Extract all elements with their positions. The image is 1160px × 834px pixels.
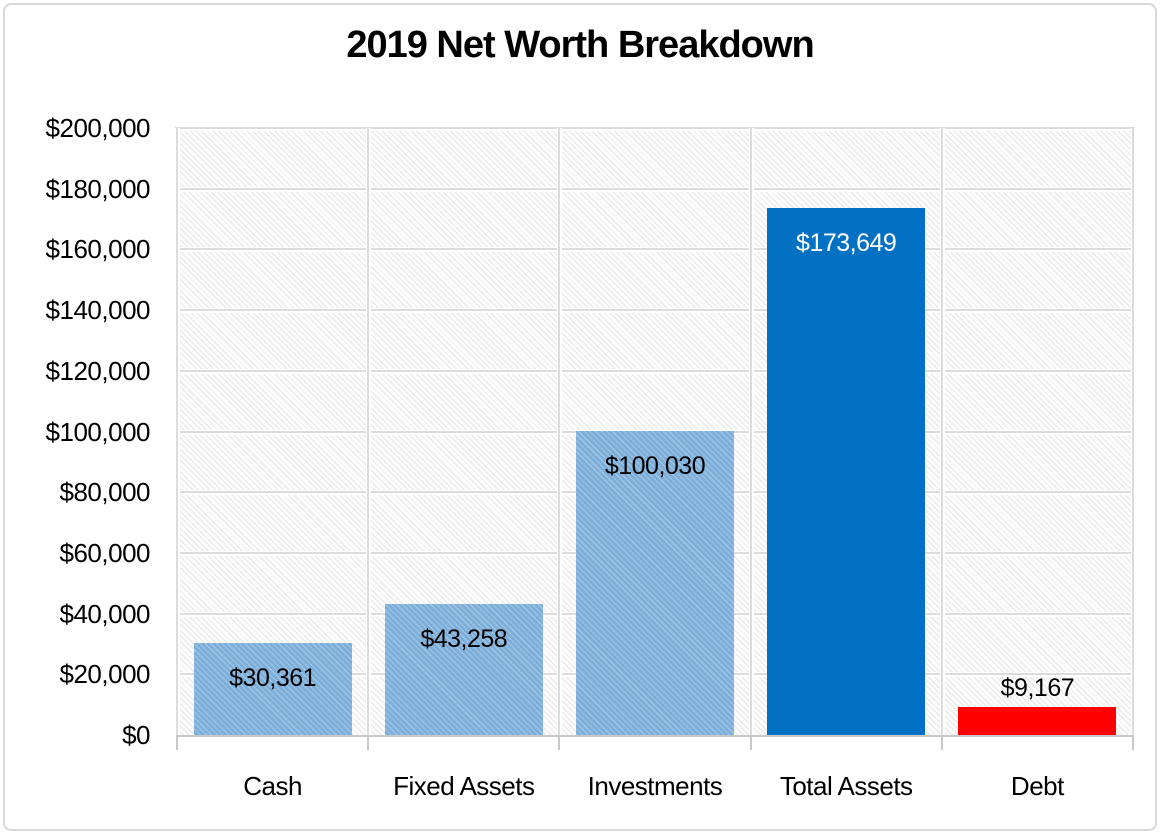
gridline-vertical <box>1131 128 1136 735</box>
bar-value-label-total-assets: $173,649 <box>796 228 897 257</box>
gridline-horizontal <box>175 126 1135 131</box>
x-axis-label-debt: Debt <box>1010 771 1064 801</box>
bar-cash <box>193 642 352 735</box>
bar-investments <box>576 431 734 735</box>
y-axis-tick-label: $200,000 <box>45 113 151 143</box>
gridline-vertical <box>939 128 945 735</box>
x-axis-tickmark <box>749 737 752 750</box>
y-axis-tick-label: $120,000 <box>45 355 151 386</box>
gridline-horizontal <box>175 368 1135 374</box>
gridline-horizontal <box>175 308 1135 314</box>
x-axis-tickmark <box>940 737 943 750</box>
bar-fixed-assets <box>384 603 543 735</box>
y-axis-tick-label: $80,000 <box>59 477 151 508</box>
bar-value-label-investments: $100,030 <box>604 452 706 481</box>
x-axis-label-fixed-assets: Fixed Assets <box>393 771 535 801</box>
x-axis-tickmark <box>176 737 178 750</box>
y-axis-tick-label: $100,000 <box>45 416 151 447</box>
gridline-horizontal <box>175 186 1135 192</box>
x-axis-label-investments: Investments <box>587 771 723 801</box>
x-axis-tickmark <box>367 737 370 750</box>
gridline-horizontal <box>175 247 1135 253</box>
bar-debt <box>958 707 1117 735</box>
gridline-vertical <box>557 128 563 735</box>
y-axis-tick-label: $160,000 <box>45 234 151 265</box>
x-axis-label-cash: Cash <box>243 771 302 801</box>
bar-total-assets <box>767 207 926 735</box>
gridline-vertical <box>175 128 180 735</box>
x-axis-tickmark <box>1132 737 1134 750</box>
plot-area: $30,361 $43,258 $100,030 $173,649 $9,167 <box>175 126 1136 735</box>
chart-title: 2019 Net Worth Breakdown <box>346 24 814 66</box>
y-axis-tick-label: $60,000 <box>59 537 151 568</box>
gridline-vertical <box>366 128 372 735</box>
x-axis-tickmark <box>558 737 561 750</box>
bar-value-label-debt: $9,167 <box>1000 674 1075 703</box>
bar-value-label-cash: $30,361 <box>229 663 317 692</box>
x-axis-line <box>176 735 1134 737</box>
y-axis-tick-label: $20,000 <box>59 659 151 690</box>
y-axis-tick-label: $0 <box>122 720 150 750</box>
bar-value-label-fixed-assets: $43,258 <box>420 624 508 653</box>
x-axis-label-total-assets: Total Assets <box>779 771 913 801</box>
y-axis-tick-label: $180,000 <box>45 173 151 204</box>
y-axis-tick-label: $140,000 <box>45 295 151 326</box>
gridline-vertical <box>748 128 754 735</box>
y-axis-tick-label: $40,000 <box>59 598 151 629</box>
